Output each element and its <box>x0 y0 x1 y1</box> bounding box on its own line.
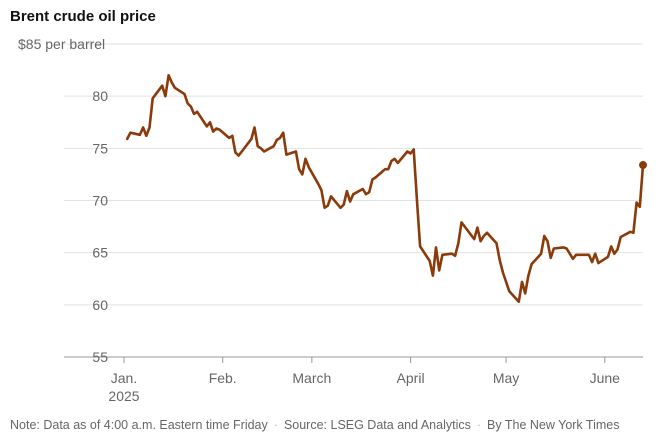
x-axis: Jan. 2025 Feb. March April May June <box>108 357 620 404</box>
x-tick-label: June <box>590 370 621 386</box>
x-tick-label: Jan. <box>111 370 137 386</box>
separator: · <box>273 418 278 432</box>
chart-footnote: Note: Data as of 4:00 a.m. Eastern time … <box>10 418 620 432</box>
x-tick-label: March <box>292 370 331 386</box>
price-line <box>125 74 645 303</box>
source-text: Source: LSEG Data and Analytics <box>283 418 471 432</box>
y-tick-label: 75 <box>92 140 108 156</box>
y-tick-label: 60 <box>92 297 108 313</box>
y-tick-label: 55 <box>92 349 108 365</box>
y-top-label: $85 per barrel <box>18 36 105 52</box>
separator: · <box>476 418 482 432</box>
x-tick-label: April <box>397 370 425 386</box>
chart-title: Brent crude oil price <box>10 8 156 25</box>
series-layer <box>125 74 647 303</box>
x-tick-label: May <box>493 370 519 386</box>
y-axis-ticks: 80 75 70 65 60 55 $85 per barrel <box>18 36 108 365</box>
x-tick-sublabel: 2025 <box>108 388 139 404</box>
line-chart: 80 75 70 65 60 55 $85 per barrel Jan. 2025 Feb. M… <box>18 36 647 404</box>
y-tick-label: 65 <box>92 245 108 261</box>
latest-price-dot <box>639 161 647 170</box>
credit-text: By The New York Times <box>487 418 620 432</box>
y-tick-label: 80 <box>92 88 108 104</box>
gridlines <box>64 43 643 358</box>
y-tick-label: 70 <box>92 193 108 209</box>
x-tick-label: Feb. <box>209 370 237 386</box>
note-text: Note: Data as of 4:00 a.m. Eastern time … <box>10 418 268 432</box>
